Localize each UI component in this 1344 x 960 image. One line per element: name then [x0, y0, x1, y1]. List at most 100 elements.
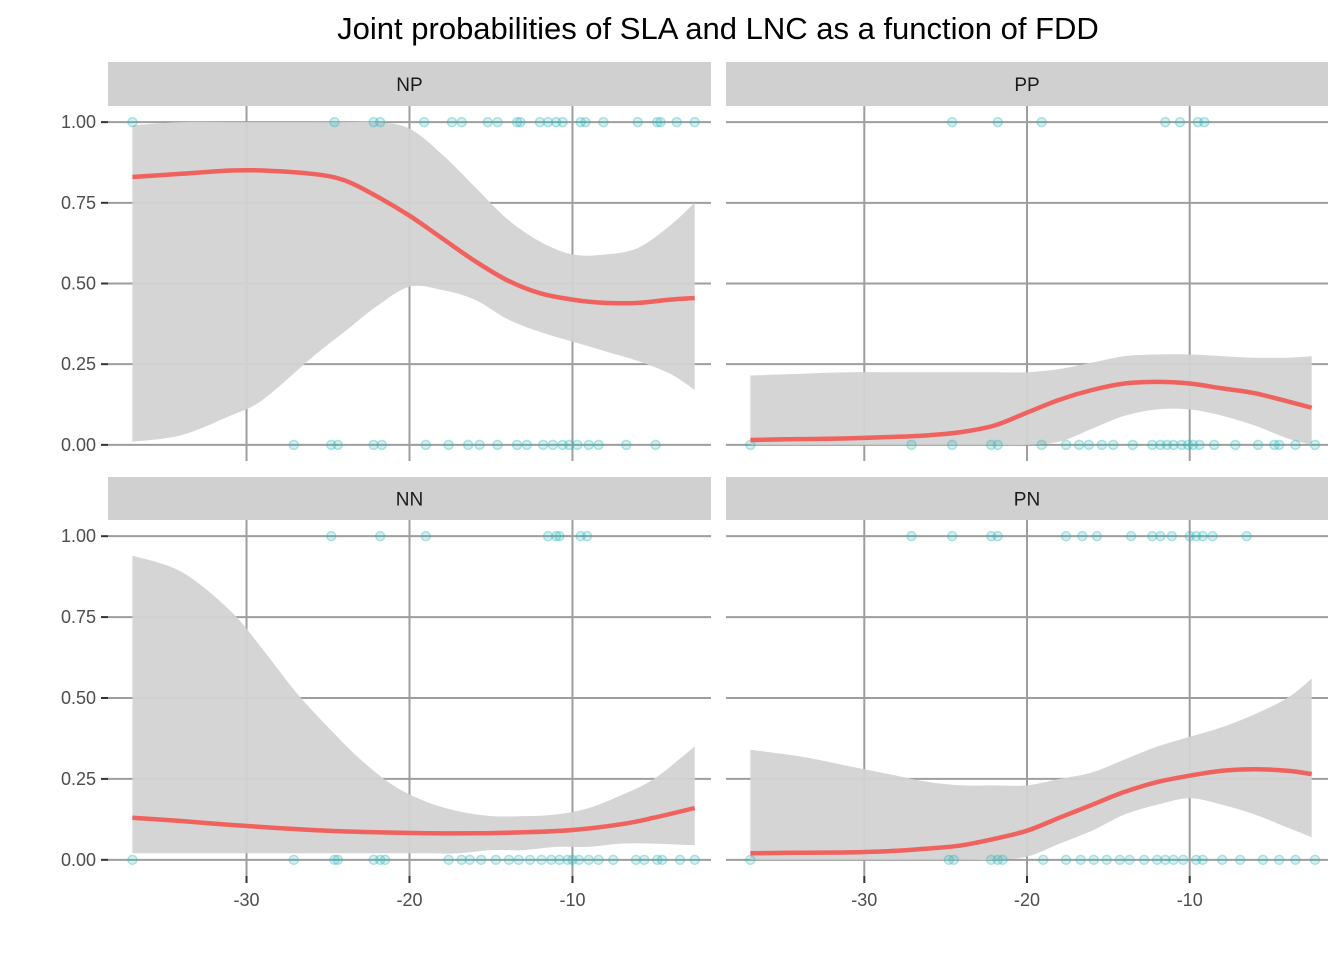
data-point	[554, 530, 565, 542]
data-point	[1138, 854, 1150, 866]
fit-line	[132, 805, 696, 836]
data-point	[583, 439, 595, 451]
data-point	[1187, 439, 1199, 451]
data-point	[992, 854, 1003, 866]
data-point	[474, 439, 485, 451]
data-point	[1230, 439, 1241, 451]
data-point	[490, 854, 502, 866]
data-point	[563, 439, 575, 451]
data-point	[546, 854, 557, 866]
data-point	[368, 116, 379, 128]
data-point	[1177, 854, 1189, 866]
data-point	[536, 854, 547, 866]
data-point	[1036, 116, 1047, 128]
fit-line	[132, 167, 695, 306]
y-tick-label: 1.00	[61, 526, 96, 546]
data-point	[638, 854, 650, 866]
data-point	[376, 439, 388, 451]
x-tick-label: -10	[1177, 890, 1203, 910]
data-point	[946, 116, 958, 128]
data-point	[621, 439, 632, 451]
data-point	[127, 116, 138, 128]
confidence-ribbon	[750, 678, 1312, 861]
data-point	[443, 439, 454, 451]
data-point	[997, 854, 1008, 866]
data-point	[547, 439, 559, 451]
x-tick-label: -30	[851, 890, 877, 910]
data-point	[557, 116, 568, 128]
data-point	[329, 116, 340, 128]
data-point	[906, 439, 917, 451]
data-point	[1077, 530, 1088, 542]
data-point	[985, 854, 997, 866]
data-point	[1096, 439, 1108, 451]
data-point	[1166, 530, 1178, 542]
data-point	[475, 854, 487, 866]
data-point	[992, 439, 1003, 451]
data-point	[1160, 116, 1171, 128]
fit-line	[750, 379, 1313, 443]
data-point	[946, 439, 958, 451]
data-point	[1160, 854, 1171, 866]
data-point	[374, 854, 386, 866]
y-tick-label: 0.50	[61, 274, 96, 294]
panel-pp: PP	[726, 62, 1328, 461]
data-point	[1168, 439, 1179, 451]
data-point	[492, 439, 503, 451]
data-point	[567, 854, 578, 866]
panel-pn: PN -30 -20 -10	[726, 477, 1328, 910]
data-point	[1147, 439, 1158, 451]
data-point	[985, 439, 997, 451]
data-point	[580, 116, 591, 128]
data-point	[948, 854, 960, 866]
data-point	[655, 116, 666, 128]
facet-panels: NP 0.00 0.25 0.50 0.75 1.00 PP NN 0.00 0.25 0.50 0.…	[61, 62, 1328, 910]
data-point	[542, 530, 554, 542]
y-tick-label: 1.00	[61, 112, 96, 132]
data-point	[1060, 854, 1072, 866]
x-tick-label: -20	[1014, 890, 1040, 910]
data-point	[1101, 854, 1112, 866]
data-point	[1309, 439, 1321, 451]
data-point	[534, 116, 546, 128]
data-point	[326, 530, 337, 542]
data-point	[1073, 439, 1085, 451]
data-point	[326, 439, 337, 451]
data-point	[329, 854, 340, 866]
data-point	[598, 116, 609, 128]
data-point	[745, 439, 756, 451]
data-point	[127, 854, 138, 866]
confidence-ribbon	[750, 354, 1312, 446]
data-point	[1257, 854, 1269, 866]
data-point	[374, 116, 386, 128]
data-point	[332, 854, 344, 866]
data-point	[332, 439, 344, 451]
data-point	[1190, 854, 1202, 866]
data-point	[550, 116, 562, 128]
data-point	[492, 116, 503, 128]
data-point	[1107, 439, 1119, 451]
chart-title: Joint probabilities of SLA and LNC as a …	[337, 11, 1099, 46]
data-point	[1168, 854, 1179, 866]
data-point	[420, 530, 432, 542]
data-point	[1197, 530, 1208, 542]
data-point	[418, 116, 430, 128]
data-point	[1161, 439, 1173, 451]
data-point	[943, 854, 955, 866]
data-point	[575, 530, 586, 542]
data-point	[374, 530, 386, 542]
data-point	[554, 854, 565, 866]
data-point	[946, 530, 958, 542]
data-point	[632, 116, 643, 128]
data-point	[511, 116, 523, 128]
data-point	[1091, 530, 1103, 542]
data-point	[1207, 530, 1218, 542]
data-point	[985, 530, 997, 542]
data-point	[581, 530, 593, 542]
data-point	[1114, 854, 1125, 866]
strip-label-pp: PP	[1014, 75, 1039, 96]
data-point	[1038, 854, 1049, 866]
data-point	[462, 439, 474, 451]
data-point	[1155, 530, 1166, 542]
